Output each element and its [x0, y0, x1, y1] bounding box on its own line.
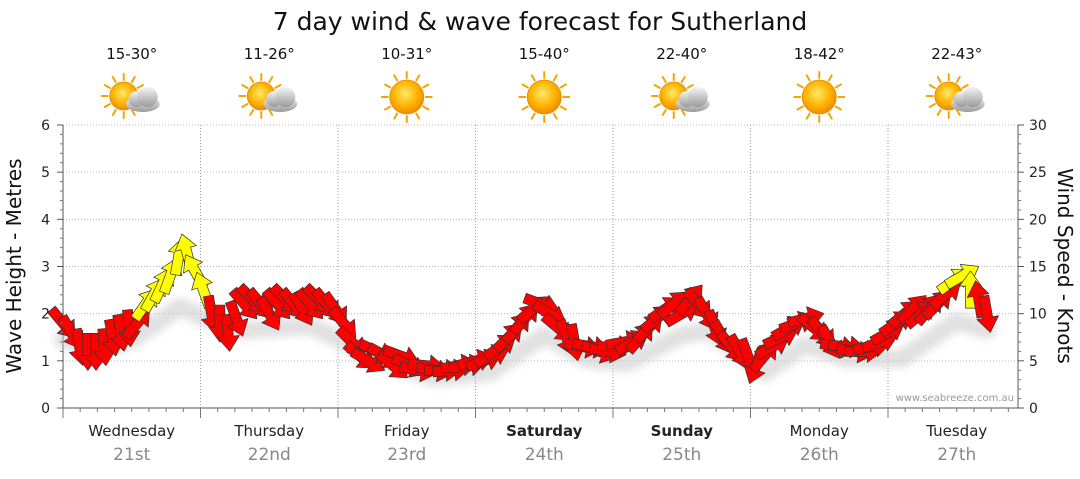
right-tick-label: 30	[1029, 118, 1047, 134]
sun-icon	[793, 71, 846, 123]
left-tick-label: 4	[41, 212, 50, 228]
day-temperature-range: 11-26°	[244, 45, 295, 63]
partly-cloudy-icon	[100, 73, 160, 119]
day-date-label: 23rd	[387, 445, 426, 465]
day-name-label: Tuesday	[925, 422, 987, 440]
left-tick-label: 5	[41, 165, 50, 181]
right-tick-label: 25	[1029, 165, 1047, 181]
right-axis-ticks: 0 5 10 15 20 25 30	[1018, 118, 1047, 417]
left-axis-ticks: 0 1 2 3 4 5 6	[41, 118, 1009, 418]
wind-arrow-series	[47, 233, 999, 384]
day-temperature-range: 22-43°	[931, 45, 982, 63]
day-date-label: 26th	[800, 445, 839, 465]
left-tick-label: 0	[41, 401, 50, 417]
sun-icon	[380, 71, 433, 123]
day-temperature-range: 22-40°	[656, 45, 707, 63]
left-axis-label: Wave Height - Metres	[2, 158, 26, 373]
day-temperature-range: 15-40°	[519, 45, 570, 63]
x-axis-day-labels: Wednesday 21st Thursday 22nd Friday 23rd Satur…	[88, 422, 987, 465]
right-tick-label: 0	[1029, 401, 1038, 417]
day-name-label: Friday	[384, 422, 430, 440]
day-name-label: Thursday	[233, 422, 304, 440]
day-date-label: 21st	[113, 445, 150, 465]
left-tick-label: 1	[41, 354, 50, 370]
day-name-label: Monday	[790, 422, 849, 440]
day-date-label: 25th	[662, 445, 701, 465]
day-temperature-range: 15-30°	[106, 45, 157, 63]
left-tick-label: 3	[41, 260, 50, 276]
partly-cloudy-icon	[238, 73, 298, 119]
day-headers: 15-30° 11-26° 10-31° 15-40° 22-40° 18-42° 22-4…	[100, 45, 985, 123]
right-tick-label: 15	[1029, 260, 1047, 276]
partly-cloudy-icon	[650, 73, 710, 119]
day-date-label: 22nd	[248, 445, 291, 465]
sun-icon	[518, 71, 571, 123]
day-temperature-range: 10-31°	[381, 45, 432, 63]
wind-arrow	[217, 313, 240, 352]
left-tick-label: 6	[41, 118, 50, 134]
plot-area	[47, 124, 1019, 409]
day-name-label: Wednesday	[88, 422, 175, 440]
right-tick-label: 20	[1029, 212, 1047, 228]
day-name-label: Sunday	[651, 422, 714, 440]
right-axis-label: Wind Speed - Knots	[1053, 168, 1077, 364]
watermark: www.seabreeze.com.au	[896, 393, 1014, 404]
day-date-label: 27th	[937, 445, 976, 465]
left-tick-label: 2	[41, 307, 50, 323]
right-tick-label: 10	[1029, 307, 1047, 323]
right-tick-label: 5	[1029, 354, 1038, 370]
partly-cloudy-icon	[925, 73, 985, 119]
wind-arrow	[976, 294, 999, 333]
day-name-label: Saturday	[506, 422, 583, 440]
wind-arrow	[225, 299, 249, 337]
chart-title: 7 day wind & wave forecast for Sutherlan…	[273, 7, 808, 36]
day-temperature-range: 18-42°	[794, 45, 845, 63]
day-date-label: 24th	[525, 445, 564, 465]
